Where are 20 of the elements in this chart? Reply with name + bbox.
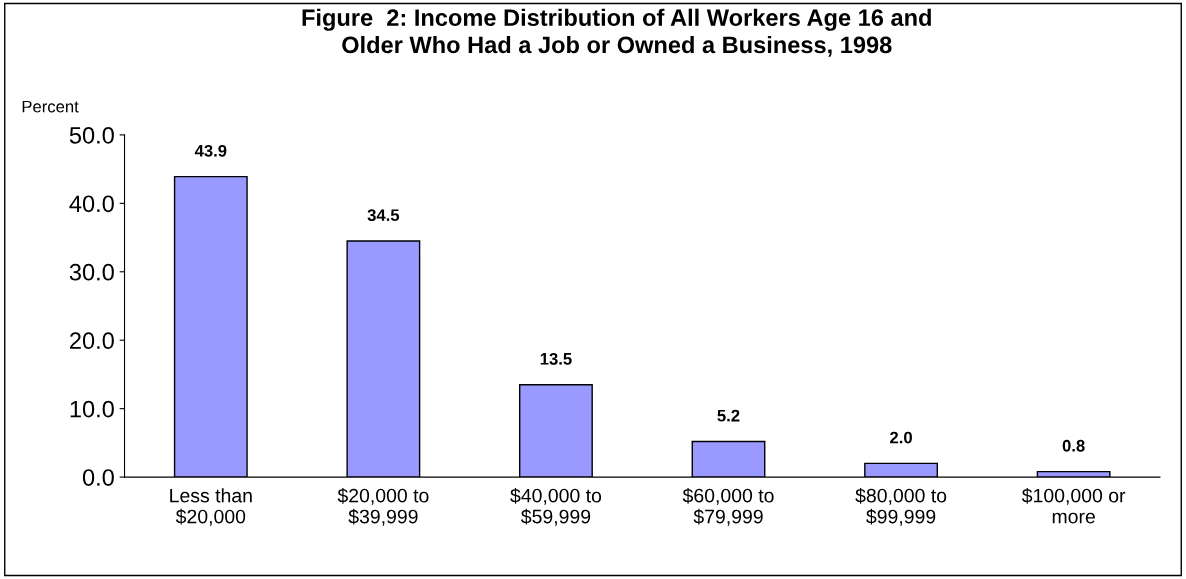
x-tick-label: $20,000 to $39,999 xyxy=(337,487,429,526)
x-tick-label: $100,000 or more xyxy=(1021,487,1126,524)
data-label: 0.8 xyxy=(1062,439,1085,452)
y-tick-label: 20.0 xyxy=(70,332,114,350)
data-label: 13.5 xyxy=(540,352,572,365)
data-label: 43.9 xyxy=(194,144,227,157)
y-axis-title: Percent xyxy=(22,100,79,113)
y-tick-label: 40.0 xyxy=(69,195,114,213)
x-tick-label: Less than $20,000 xyxy=(170,488,252,526)
data-label: 2.0 xyxy=(890,431,912,444)
chart-title: Figure 2: Income Distribution of All Workers Age 16 and Older Who Had a Job or Owned a Business, 1998 xyxy=(302,8,931,57)
y-tick-label: 0.0 xyxy=(82,469,114,486)
x-tick-label: $40,000 to $59,999 xyxy=(510,487,602,526)
y-tick-label: 10.0 xyxy=(70,400,114,418)
x-tick-label: $80,000 to $99,999 xyxy=(855,487,947,526)
data-label: 5.2 xyxy=(717,409,740,422)
x-tick-label: $60,000 to $79,999 xyxy=(682,487,774,526)
data-label: 34.5 xyxy=(367,209,400,222)
y-tick-label: 30.0 xyxy=(69,263,114,281)
y-tick-label: 50.0 xyxy=(69,126,114,144)
